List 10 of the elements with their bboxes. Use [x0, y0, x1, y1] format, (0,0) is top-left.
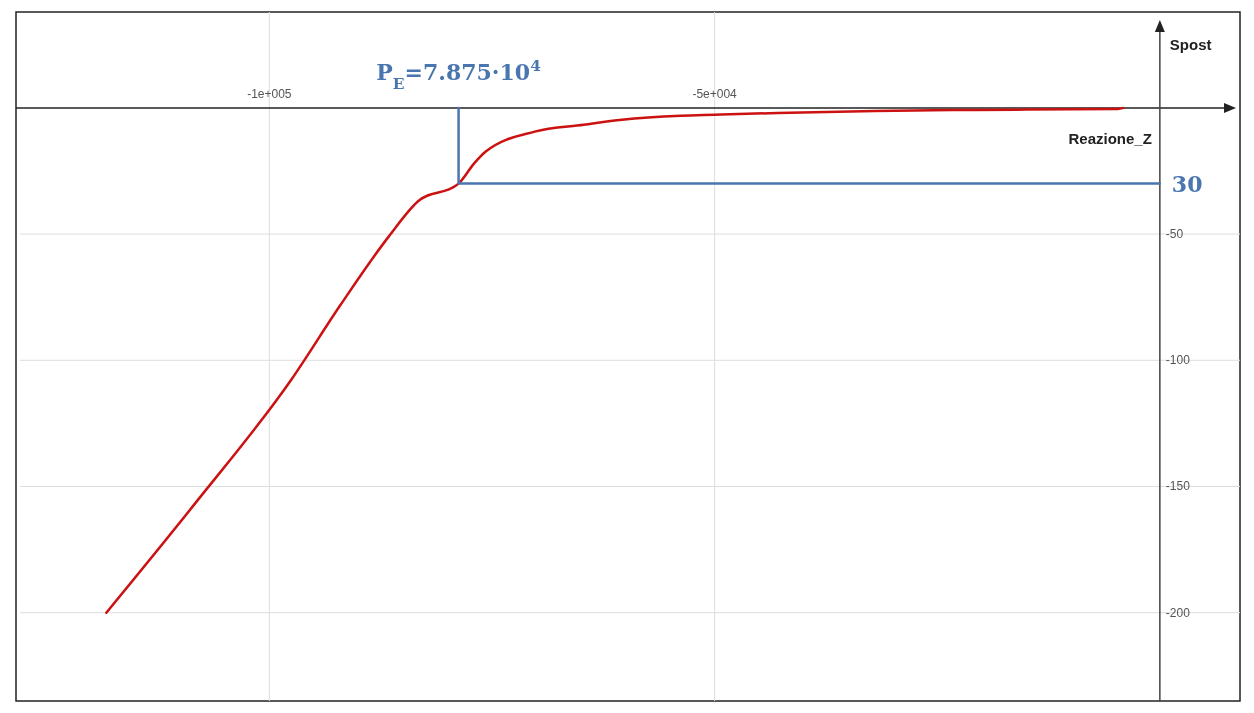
annotation: P$_{E}$=7.875·10$^{4}$: [376, 56, 542, 93]
y-tick-label: -100: [1165, 353, 1191, 368]
y-tick-label: -50: [1165, 227, 1184, 242]
annotation: 30: [1171, 170, 1203, 197]
y-tick-label: -150: [1165, 479, 1191, 494]
x-tick-label: -5e+004: [692, 86, 738, 101]
y-axis-title: Spost: [1169, 36, 1212, 53]
y-tick-label: -200: [1165, 605, 1191, 620]
x-axis-title: Reazione_Z: [1068, 129, 1152, 147]
x-tick-label: -1e+005: [247, 86, 292, 101]
